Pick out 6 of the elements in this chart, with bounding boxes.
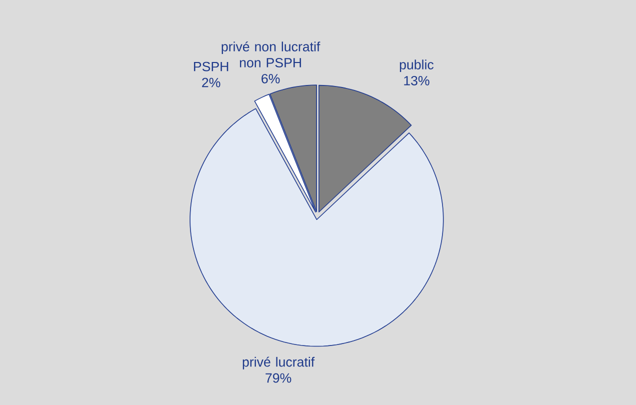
data-label: 79% <box>266 373 292 383</box>
data-label: 2% <box>202 78 220 88</box>
slice-label: privé lucratif <box>242 356 315 370</box>
data-label: 6% <box>262 74 280 84</box>
slice-label: public <box>400 60 434 72</box>
data-label: 13% <box>404 76 430 86</box>
